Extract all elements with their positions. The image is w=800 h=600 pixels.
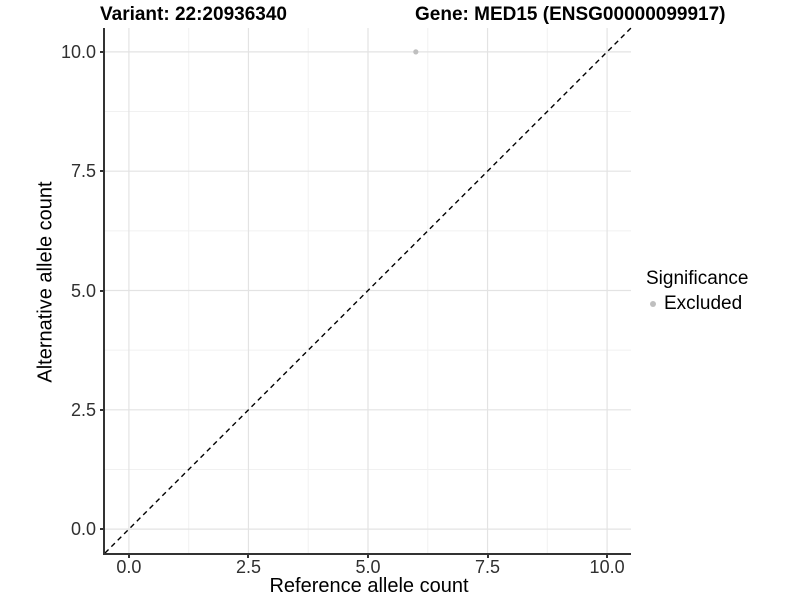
- y-tick-label: 2.5: [70, 399, 96, 420]
- x-tick-label: 10.0: [589, 557, 625, 577]
- y-tick-label: 10.0: [60, 41, 96, 62]
- x-tick-mark: [367, 553, 369, 558]
- x-tick-label: 2.5: [235, 557, 261, 577]
- y-axis-title: Alternative allele count: [34, 181, 57, 383]
- x-tick-label: 7.5: [475, 557, 501, 577]
- y-tick-label: 0.0: [70, 519, 96, 540]
- legend-item: Excluded: [646, 293, 748, 315]
- y-tick-mark: [100, 50, 105, 53]
- x-axis-title: Reference allele count: [269, 575, 469, 597]
- x-tick-label: 5.0: [355, 557, 381, 577]
- y-tick-mark: [100, 170, 105, 173]
- x-tick-mark: [127, 553, 130, 558]
- y-tick-label: 7.5: [70, 161, 96, 182]
- legend-items: Excluded: [646, 293, 748, 315]
- gene-title: Gene: MED15 (ENSG00000099917): [415, 4, 726, 25]
- y-axis-line: [103, 28, 105, 555]
- legend: Significance Excluded: [646, 268, 748, 315]
- y-tick-mark: [100, 528, 105, 531]
- x-tick-mark: [486, 553, 489, 558]
- legend-key-circle-icon: [650, 301, 656, 307]
- plot-canvas: [104, 27, 632, 554]
- legend-title: Significance: [646, 268, 749, 289]
- data-point: [413, 49, 419, 55]
- variant-title: Variant: 22:20936340: [100, 4, 287, 25]
- x-tick-mark: [247, 553, 250, 558]
- plot-panel: [104, 27, 632, 554]
- y-tick-mark: [100, 408, 105, 411]
- identity-reference-line: [104, 27, 632, 554]
- legend-item-label: Excluded: [664, 293, 743, 314]
- x-tick-mark: [606, 553, 609, 558]
- y-tick-label: 5.0: [70, 280, 96, 301]
- y-tick-mark: [100, 289, 105, 292]
- x-tick-label: 0.0: [116, 557, 142, 577]
